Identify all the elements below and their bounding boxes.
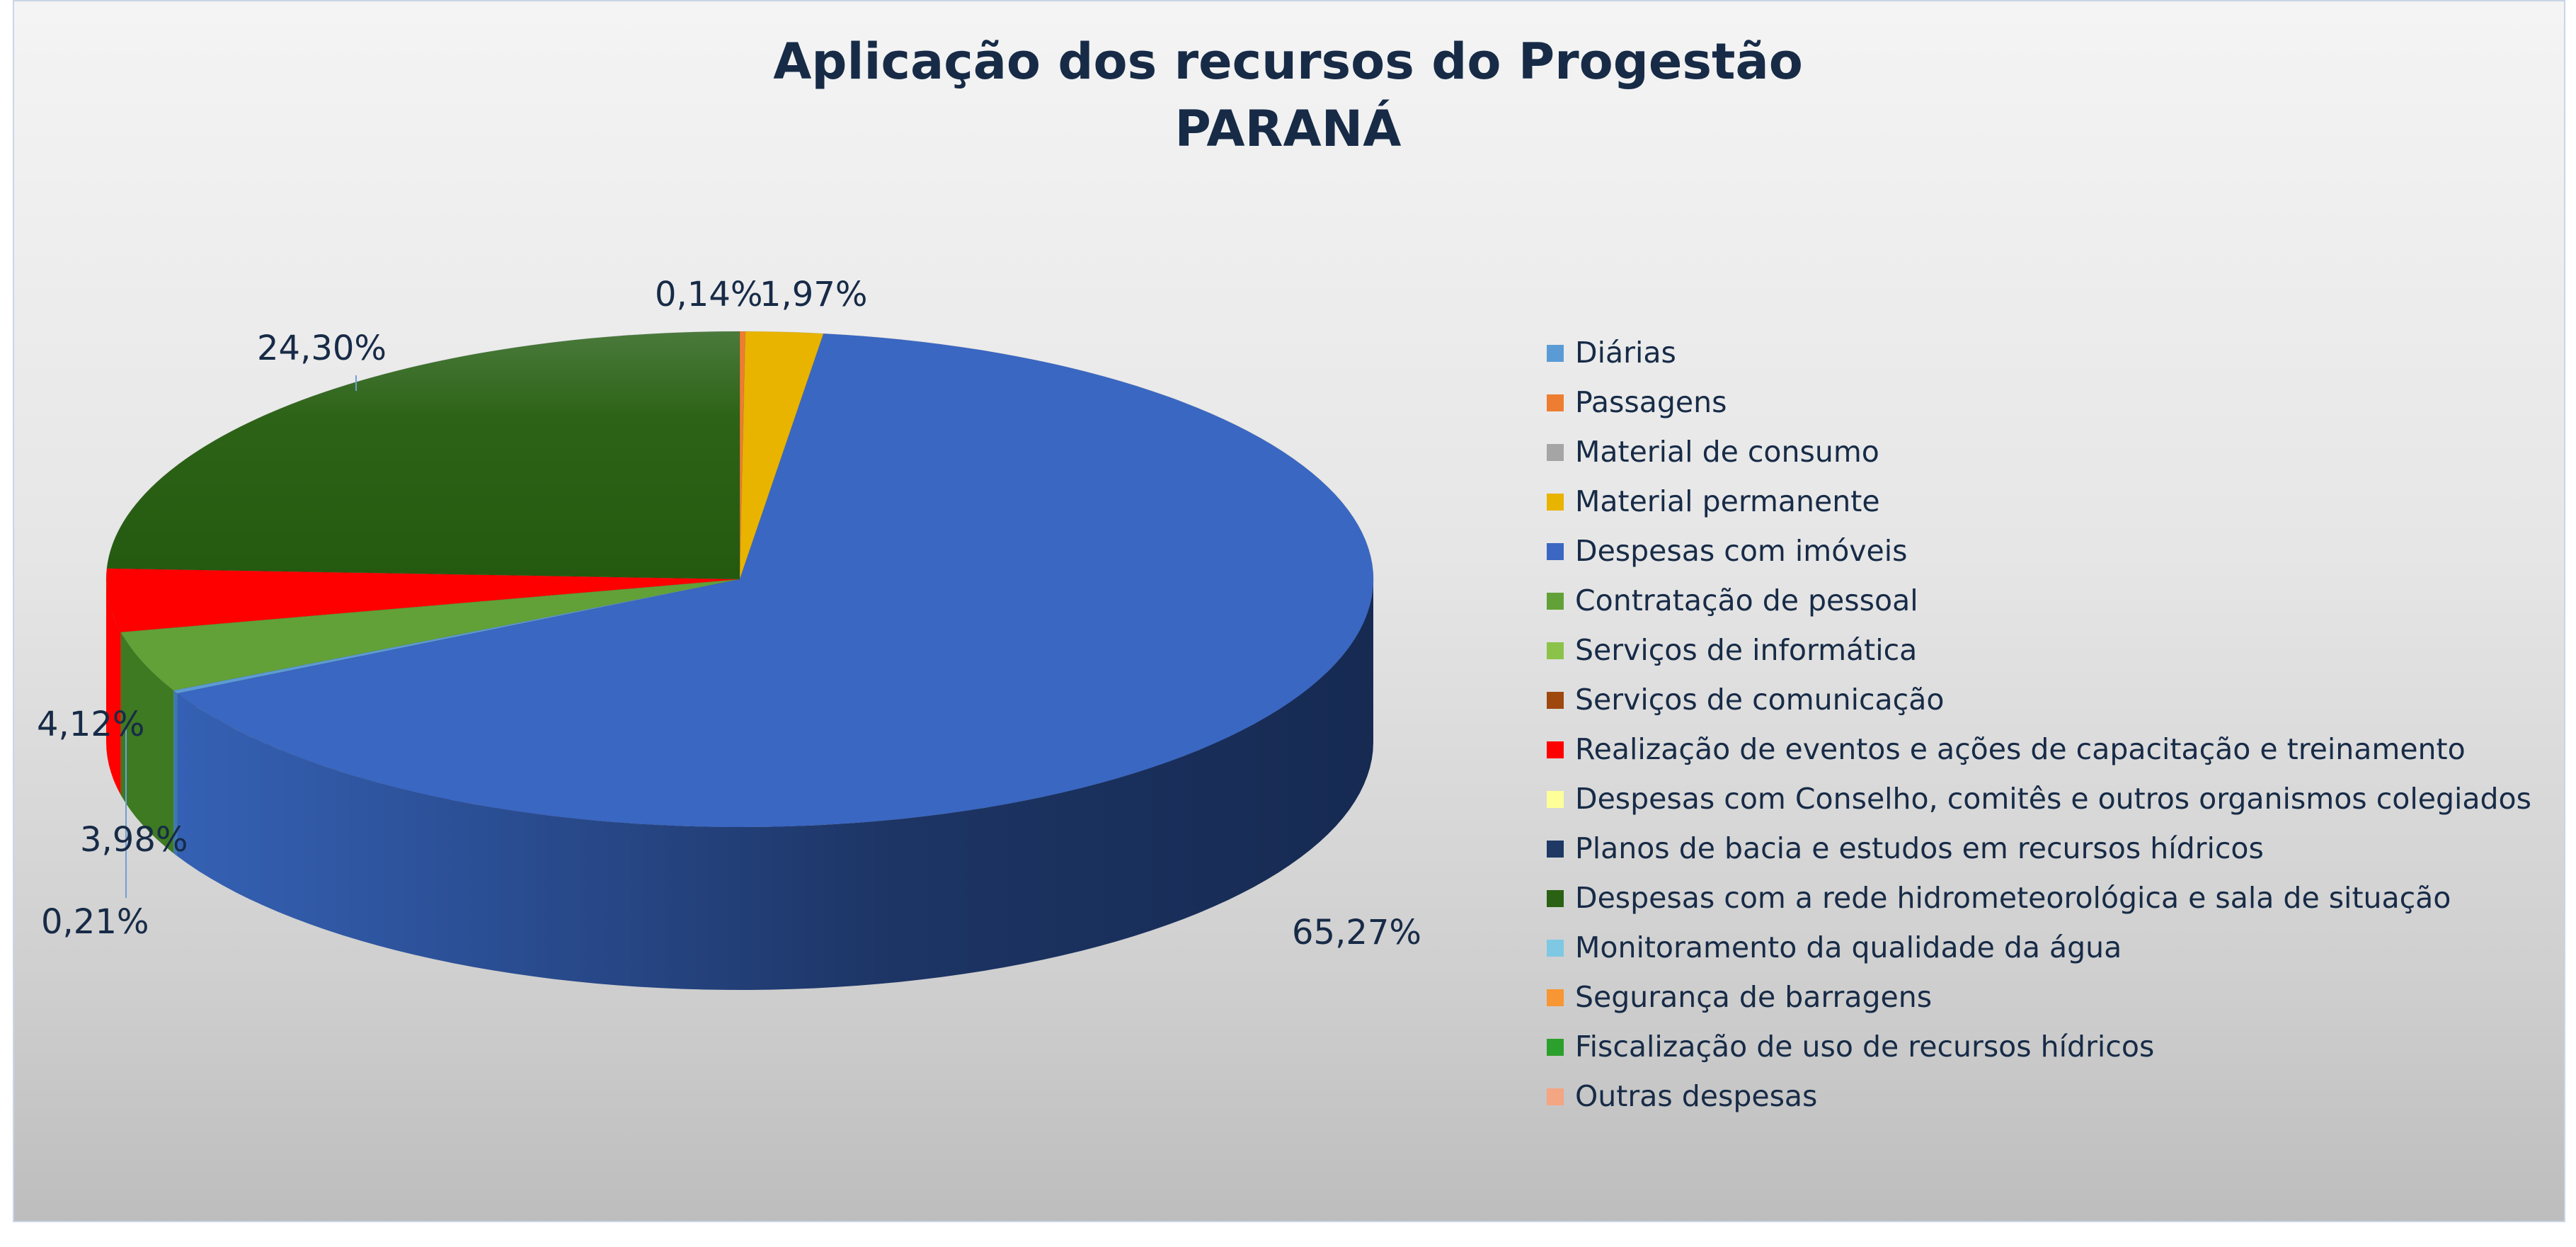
legend-label: Despesas com imóveis (1575, 534, 1908, 568)
chart-title-line2: PARANÁ (1174, 100, 1402, 158)
legend-label: Material de consumo (1575, 435, 1879, 469)
legend-label: Fiscalização de uso de recursos hídricos (1575, 1030, 2155, 1064)
legend-swatch (1547, 593, 1564, 610)
legend-swatch (1547, 394, 1564, 411)
legend-swatch (1547, 890, 1564, 907)
legend-label: Outras despesas (1575, 1079, 1818, 1113)
data-label: 3,98% (80, 820, 188, 860)
legend-label: Realização de eventos e ações de capacit… (1575, 732, 2466, 766)
pie-top-face (105, 331, 1374, 828)
pie-slice (739, 331, 824, 580)
legend-swatch (1547, 841, 1564, 858)
legend-swatch (1547, 444, 1564, 461)
data-label: 0,21% (41, 902, 149, 942)
legend-label: Contratação de pessoal (1575, 583, 1918, 617)
chart-title-line1: Aplicação dos recursos do Progestão (773, 33, 1803, 91)
data-label: 65,27% (1292, 913, 1421, 952)
legend-swatch (1547, 989, 1564, 1006)
legend-swatch (1547, 345, 1564, 362)
data-label: 1,97% (760, 275, 867, 314)
data-labels: 0,14%1,97% 65,27% 0,21% 3,98% 4,12% 24,30% (37, 275, 1421, 952)
legend-label: Serviços de informática (1575, 633, 1918, 667)
legend-swatch (1547, 642, 1564, 659)
legend-swatch (1547, 1088, 1564, 1105)
legend-swatch (1547, 741, 1564, 758)
leader-lines (125, 375, 357, 898)
data-label: 24,30% (257, 329, 387, 368)
legend-swatch (1547, 940, 1564, 957)
legend-label: Material permanente (1575, 484, 1880, 518)
data-label: 4,12% (37, 705, 144, 744)
legend-label: Despesas com Conselho, comitês e outros … (1575, 782, 2531, 816)
legend-label: Serviços de comunicação (1575, 683, 1945, 717)
legend-swatch (1547, 494, 1564, 511)
pie-side-walls (106, 579, 1373, 990)
pie-slice (172, 579, 740, 694)
legend-label: Monitoramento da qualidade da água (1575, 930, 2122, 964)
pie-side-412 (106, 579, 121, 795)
pie-side-021 (173, 690, 178, 857)
pie-side-6527 (177, 579, 1373, 990)
legend-label: Despesas com a rede hidrometeorológica e… (1575, 881, 2451, 915)
legend-label: Segurança de barragens (1575, 980, 1933, 1014)
pie-slice (106, 331, 740, 580)
legend-label: Passagens (1575, 385, 1727, 419)
pie-side-398 (120, 632, 174, 853)
chart-title: Aplicação dos recursos do Progestão PARA… (0, 28, 2576, 163)
legend-label: Planos de bacia e estudos em recursos hí… (1575, 831, 2264, 865)
legend-swatch (1547, 791, 1564, 808)
legend-swatch (1547, 692, 1564, 709)
pie-slice (176, 333, 1374, 828)
legend-swatch (1547, 543, 1564, 560)
pie-slice (120, 579, 740, 691)
data-label: 0,14% (655, 275, 762, 314)
pie-slice (739, 331, 746, 580)
legend-label: Diárias (1575, 336, 1676, 370)
legend-swatch (1547, 1039, 1564, 1056)
pie-slice (105, 568, 740, 633)
